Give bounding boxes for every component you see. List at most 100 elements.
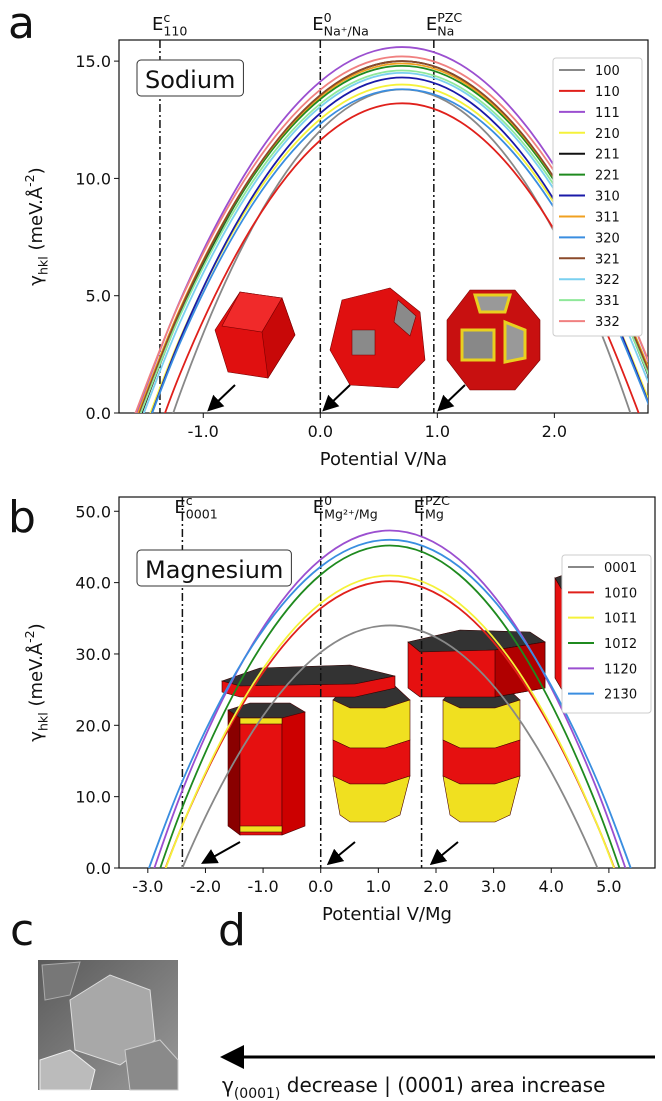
panel-label: c [10,905,34,956]
text-part: PZC [425,493,450,508]
text-part: Na⁺/Na [324,23,369,38]
title-box [136,59,244,97]
legend-label: 0001 [604,561,637,576]
y-tick-label: 10.0 [75,788,111,807]
text-part: Mg²⁺/Mg [324,506,378,521]
text-part: E [426,14,437,35]
y-tick-label: 40.0 [75,574,111,593]
crystal-inset [214,287,541,391]
plot-frame [118,496,656,869]
x-tick-label: 4.0 [539,877,564,896]
x-tick-label: -2.0 [190,877,221,896]
text-part: -2 [22,630,37,643]
legend-label: 322 [595,273,620,288]
text-part: E [174,497,185,518]
y-tick-label: 50.0 [75,502,111,521]
text-part: E [414,497,425,518]
chart-title: Magnesium [145,556,283,584]
text-part: (0001) [234,1086,281,1101]
legend-label: 311 [595,210,620,225]
panel-label: b [8,492,36,543]
series-line [181,624,599,868]
x-tick-label: 1.0 [366,877,391,896]
x-tick-label: 2.0 [423,877,448,896]
series-line [153,529,627,868]
x-tick-label: 0.0 [308,877,333,896]
caption: γ(0001) decrease | (0001) area increase [222,1073,605,1101]
legend-label: 221 [595,169,620,184]
y-axis-label: γhkl (meV.Å-2) [22,167,51,285]
y-tick-label: 20.0 [75,716,111,735]
series-line [159,544,621,868]
series-line [148,538,632,868]
x-tick-label: 0.0 [308,422,333,441]
x-tick-label: -1.0 [188,422,219,441]
y-tick-label: 0.0 [86,859,111,878]
y-axis-label-group: γhkl (meV.Å-2) [22,623,51,741]
text-part: c [186,493,193,508]
title-box [136,549,292,587]
text-part: (meV.Å [25,642,47,712]
y-tick-label: 30.0 [75,645,111,664]
text-part: (meV.Å [25,186,47,256]
text-part: 0 [324,10,332,25]
legend-box [552,57,643,337]
legend-label: 110 [595,85,620,100]
micrograph [38,960,179,1091]
legend-box [561,554,652,714]
legend-label: 101̄1 [604,612,637,627]
panel-label: d [218,905,246,956]
crystal-inset [227,685,521,836]
text-part: PZC [437,10,462,25]
x-tick-label: -3.0 [132,877,163,896]
text-part: 0 [324,493,332,508]
reference-label: Ec 110 [152,10,187,39]
x-tick-label: 1.0 [425,422,450,441]
legend-label: 111 [595,106,620,121]
text-part: ) [26,623,47,630]
legend-label: 112̄0 [604,662,637,677]
legend-label: 100 [595,64,620,79]
text-part: c [163,10,170,25]
text-part: γ [26,275,47,286]
text-part: ) [26,167,47,174]
y-axis-label-group: γhkl (meV.Å-2) [22,167,51,285]
text-part: Na [437,23,454,38]
text-part: Mg [425,506,444,521]
text-part: E [152,14,163,35]
reference-label: EPZC Mg [414,493,451,522]
text-part: E [313,497,324,518]
y-tick-label: 10.0 [75,169,111,188]
legend-label: 210 [595,127,620,142]
reference-label: EPZC Na [426,10,463,39]
x-axis-label: Potential V/Mg [322,904,452,925]
legend-label: 211 [595,148,620,163]
text-part: E [312,14,323,35]
legend-label: 101̄2 [604,637,637,652]
text-part: 0001 [186,506,218,521]
legend-label: 101̄0 [604,586,637,601]
x-tick-label: 5.0 [596,877,621,896]
legend-label: 331 [595,294,620,309]
text-part: hkl [35,256,50,275]
reference-label: Ec 0001 [174,493,217,522]
text-part: decrease | (0001) area increase [280,1073,605,1097]
x-tick-label: 3.0 [481,877,506,896]
text-part: -2 [22,174,37,187]
chart-title: Sodium [145,66,235,94]
text-part: hkl [35,712,50,731]
y-tick-label: 15.0 [75,52,111,71]
text-part: 110 [163,23,187,38]
legend-label: 332 [595,315,620,330]
legend-label: 213̄0 [604,688,637,703]
y-tick-label: 0.0 [86,404,111,423]
legend-label: 320 [595,231,620,246]
legend-label: 321 [595,252,620,267]
y-tick-label: 5.0 [86,287,111,306]
reference-label: E0 Na⁺/Na [312,10,369,39]
x-axis-label: Potential V/Na [320,449,447,470]
panel-label: a [8,0,35,49]
y-axis-label: γhkl (meV.Å-2) [22,623,51,741]
series-line [164,574,615,868]
